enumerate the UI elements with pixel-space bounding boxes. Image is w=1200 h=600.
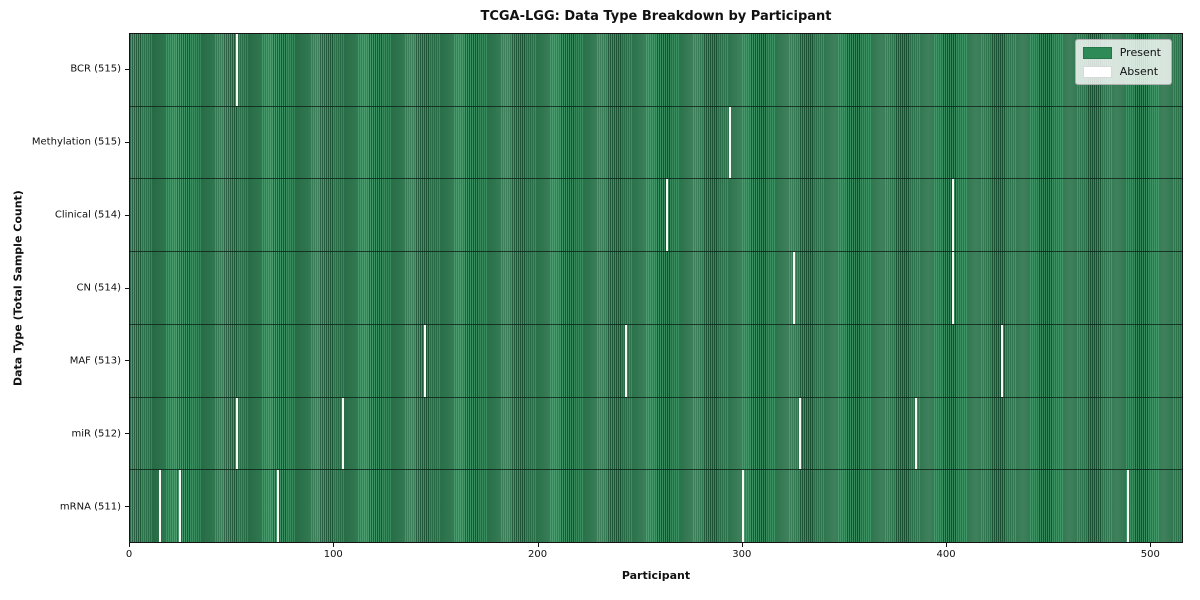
x-tick-mark (129, 543, 130, 547)
y-tick-mark (125, 360, 129, 362)
y-tick-mark (125, 68, 129, 70)
absent-marker (236, 34, 239, 106)
x-tick-label-200: 200 (527, 549, 548, 560)
y-tick-mark (125, 141, 129, 143)
x-tick-label-100: 100 (323, 549, 343, 560)
y-tick-label-clinical: Clinical (514) (54, 209, 121, 221)
legend-entry-absent: Absent (1082, 65, 1161, 78)
absent-marker (741, 470, 744, 543)
absent-marker (158, 470, 161, 543)
row-clinical (130, 179, 1182, 253)
plot-rows (130, 34, 1182, 543)
row-maf (130, 324, 1182, 398)
x-tick-label-400: 400 (936, 549, 956, 560)
y-tick-label-maf: MAF (513) (69, 355, 121, 367)
legend: Present Absent (1074, 39, 1172, 85)
x-tick-mark (333, 543, 335, 547)
absent-marker (1126, 470, 1129, 543)
y-tick-mark (125, 506, 129, 508)
y-tick-mark (125, 287, 129, 289)
absent-marker (951, 252, 954, 324)
absent-marker (729, 106, 732, 179)
x-tick-mark (1150, 543, 1152, 547)
row-methylation (130, 106, 1182, 180)
row-bcr (130, 34, 1182, 107)
y-axis-label: Data Type (Total Sample Count) (11, 190, 25, 386)
y-tick-label-mrna: mRNA (511) (59, 501, 121, 513)
y-tick-label-cn: CN (514) (76, 282, 121, 294)
y-tick-label-bcr: BCR (515) (70, 63, 121, 75)
absent-marker (666, 179, 669, 252)
legend-absent-label: Absent (1119, 65, 1159, 78)
x-tick-mark (741, 543, 743, 547)
x-tick-mark (537, 543, 539, 547)
chart-title: TCGA-LGG: Data Type Breakdown by Partici… (480, 9, 832, 24)
absent-marker (951, 179, 954, 252)
x-tick-mark (946, 543, 948, 547)
y-tick-label-methylation: Methylation (515) (31, 136, 121, 148)
absent-marker (236, 397, 239, 470)
legend-entry-present: Present (1082, 46, 1161, 59)
y-tick-label-mir: miR (512) (71, 428, 121, 440)
absent-marker (178, 470, 181, 543)
absent-marker (798, 397, 801, 470)
absent-marker (423, 324, 426, 397)
y-tick-mark (125, 214, 129, 216)
absent-marker (1000, 324, 1003, 397)
absent-marker (276, 470, 279, 543)
absent-marker (625, 324, 628, 397)
absent-swatch-icon (1082, 65, 1112, 78)
x-tick-label-300: 300 (732, 549, 752, 560)
row-mir (130, 397, 1182, 471)
absent-marker (792, 252, 795, 324)
legend-present-label: Present (1119, 46, 1161, 59)
x-tick-label-500: 500 (1140, 549, 1160, 560)
x-tick-label-0: 0 (125, 549, 133, 560)
y-tick-mark (125, 433, 129, 435)
plot-area: Present Absent (129, 33, 1183, 543)
x-axis-label: Participant (621, 569, 691, 582)
row-cn (130, 252, 1182, 325)
absent-marker (342, 397, 345, 470)
absent-marker (914, 397, 917, 470)
present-swatch-icon (1082, 46, 1112, 59)
row-mrna (130, 470, 1182, 543)
